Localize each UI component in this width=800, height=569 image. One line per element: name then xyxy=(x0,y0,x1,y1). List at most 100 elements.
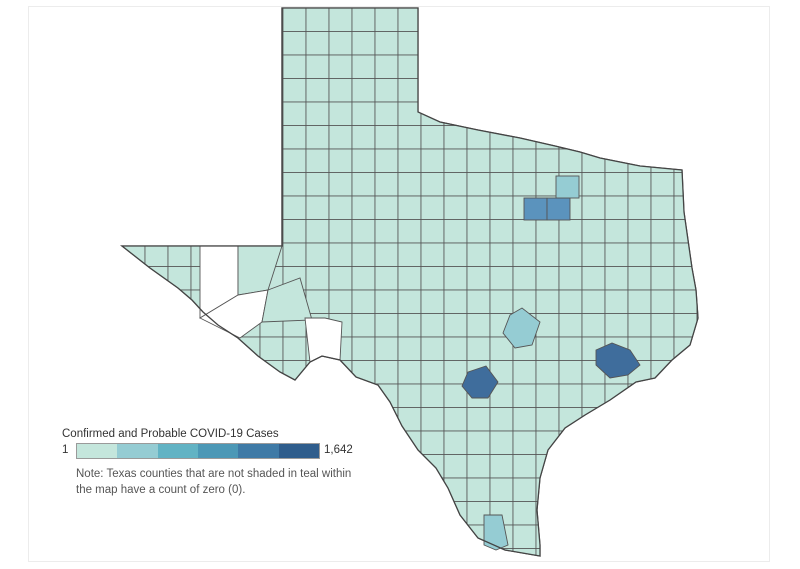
county[interactable] xyxy=(259,219,284,244)
county[interactable] xyxy=(190,548,215,569)
county[interactable] xyxy=(351,242,376,267)
county[interactable] xyxy=(489,101,514,126)
county[interactable] xyxy=(673,125,698,150)
county[interactable] xyxy=(213,54,238,79)
county[interactable] xyxy=(627,407,652,432)
county[interactable] xyxy=(696,195,720,220)
county[interactable] xyxy=(374,78,399,103)
county[interactable] xyxy=(604,172,629,197)
county[interactable] xyxy=(282,31,307,56)
county[interactable] xyxy=(696,548,720,569)
county[interactable] xyxy=(558,8,583,32)
county[interactable] xyxy=(696,219,720,244)
county[interactable] xyxy=(443,548,468,569)
county[interactable] xyxy=(328,289,353,314)
county[interactable] xyxy=(122,101,146,126)
county[interactable] xyxy=(144,195,169,220)
county[interactable] xyxy=(144,125,169,150)
county[interactable] xyxy=(420,407,445,432)
county[interactable] xyxy=(305,548,330,569)
county[interactable] xyxy=(673,501,698,526)
county[interactable] xyxy=(512,242,537,267)
county[interactable] xyxy=(512,524,537,549)
county[interactable] xyxy=(650,477,675,502)
county[interactable] xyxy=(259,548,284,569)
county[interactable] xyxy=(259,101,284,126)
county[interactable] xyxy=(650,289,675,314)
county[interactable] xyxy=(213,195,238,220)
county[interactable] xyxy=(650,172,675,197)
county[interactable] xyxy=(374,219,399,244)
county[interactable] xyxy=(443,524,468,549)
county[interactable] xyxy=(466,477,491,502)
county[interactable] xyxy=(489,172,514,197)
county[interactable] xyxy=(144,336,169,361)
county[interactable] xyxy=(489,125,514,150)
county[interactable] xyxy=(627,430,652,455)
county[interactable] xyxy=(466,289,491,314)
county[interactable] xyxy=(236,195,261,220)
county[interactable] xyxy=(328,148,353,173)
county[interactable] xyxy=(627,242,652,267)
county[interactable] xyxy=(696,31,720,56)
county[interactable] xyxy=(604,266,629,291)
county[interactable] xyxy=(374,242,399,267)
county[interactable] xyxy=(696,454,720,479)
county[interactable] xyxy=(420,195,445,220)
county[interactable] xyxy=(397,548,422,569)
county[interactable] xyxy=(236,54,261,79)
county[interactable] xyxy=(190,125,215,150)
county[interactable] xyxy=(122,524,146,549)
county[interactable] xyxy=(535,313,560,338)
county[interactable] xyxy=(328,8,353,32)
county[interactable] xyxy=(397,313,422,338)
county[interactable] xyxy=(374,360,399,385)
county[interactable] xyxy=(489,430,514,455)
county[interactable] xyxy=(420,242,445,267)
county[interactable] xyxy=(305,383,330,408)
county[interactable] xyxy=(443,313,468,338)
county[interactable] xyxy=(650,336,675,361)
county[interactable] xyxy=(305,54,330,79)
county[interactable] xyxy=(558,289,583,314)
county[interactable] xyxy=(696,148,720,173)
county[interactable] xyxy=(397,289,422,314)
county[interactable] xyxy=(650,266,675,291)
county[interactable] xyxy=(236,548,261,569)
county[interactable] xyxy=(328,524,353,549)
county[interactable] xyxy=(627,8,652,32)
county[interactable] xyxy=(512,78,537,103)
county[interactable] xyxy=(122,266,146,291)
county[interactable] xyxy=(144,54,169,79)
county[interactable] xyxy=(236,101,261,126)
county[interactable] xyxy=(581,148,606,173)
county[interactable] xyxy=(558,148,583,173)
county[interactable] xyxy=(397,501,422,526)
county[interactable] xyxy=(443,430,468,455)
county[interactable] xyxy=(489,31,514,56)
county[interactable] xyxy=(122,195,146,220)
county[interactable] xyxy=(374,125,399,150)
county[interactable] xyxy=(673,548,698,569)
county[interactable] xyxy=(144,31,169,56)
county[interactable] xyxy=(328,78,353,103)
county[interactable] xyxy=(512,54,537,79)
county[interactable] xyxy=(259,195,284,220)
county[interactable] xyxy=(558,242,583,267)
county[interactable] xyxy=(397,454,422,479)
county[interactable] xyxy=(466,148,491,173)
county-tarrant[interactable] xyxy=(523,197,548,221)
county[interactable] xyxy=(259,148,284,173)
county[interactable] xyxy=(604,54,629,79)
county[interactable] xyxy=(397,219,422,244)
county[interactable] xyxy=(650,219,675,244)
county[interactable] xyxy=(673,31,698,56)
county[interactable] xyxy=(650,242,675,267)
county[interactable] xyxy=(673,195,698,220)
county[interactable] xyxy=(122,289,146,314)
county[interactable] xyxy=(535,266,560,291)
county[interactable] xyxy=(535,8,560,32)
county[interactable] xyxy=(420,125,445,150)
county[interactable] xyxy=(282,383,307,408)
